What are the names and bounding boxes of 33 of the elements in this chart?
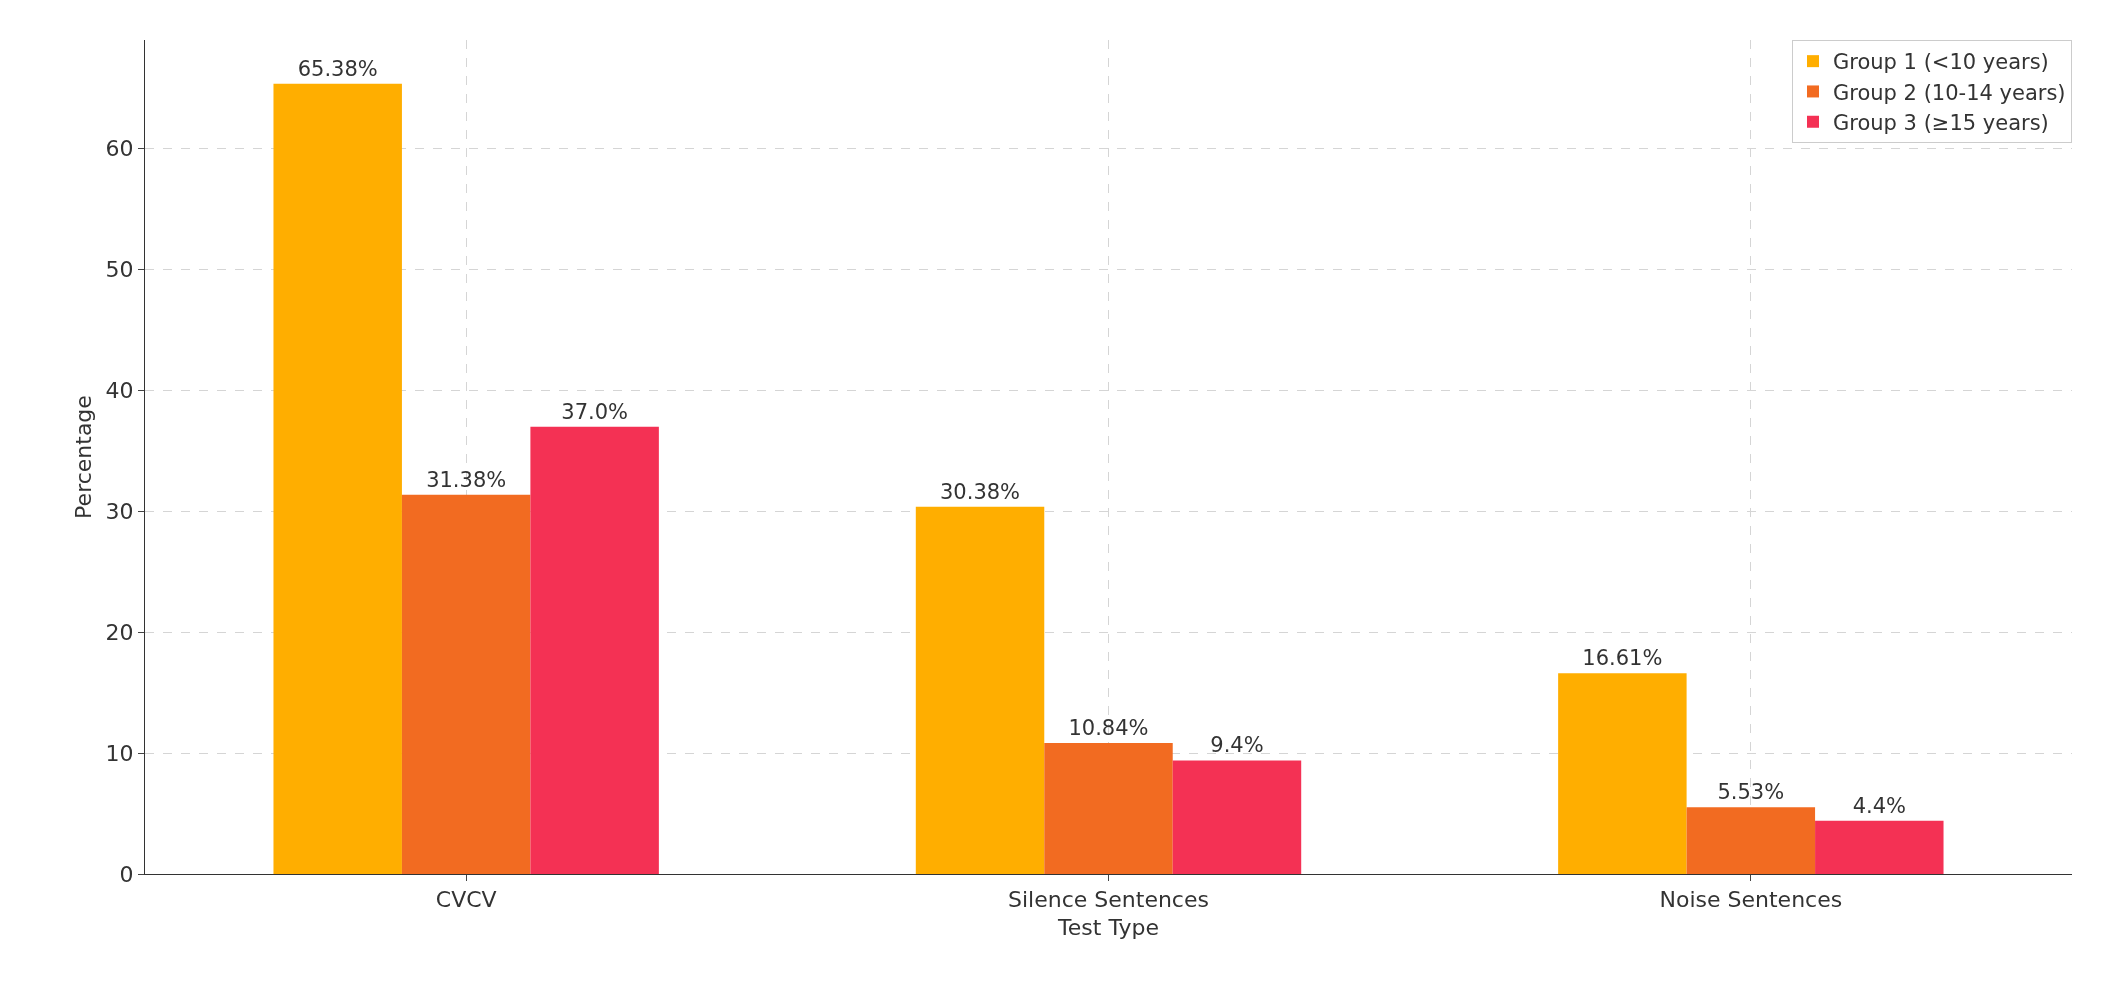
legend-label: Group 1 (<10 years) [1833,50,2049,75]
y-tick-label: 40 [105,378,134,404]
data-label: 9.4% [1210,733,1264,758]
y-tick-label: 10 [105,740,134,766]
x-axis-title: Test Type [1057,915,1159,941]
y-tick-label: 0 [119,861,134,887]
bar [1172,760,1302,874]
data-label: 65.38% [297,56,378,81]
y-axis-title: Percentage [71,395,96,519]
y-tick-label: 30 [105,499,134,525]
y-tick-label: 60 [105,136,134,162]
y-tick-label: 50 [105,257,134,283]
x-tick-label: CVCV [435,887,497,913]
bar [915,506,1045,874]
bar [1815,820,1944,874]
bar [273,83,402,874]
bar [1558,673,1687,874]
y-tick-label: 20 [105,619,134,645]
bar [530,426,659,874]
legend-label: Group 2 (10-14 years) [1833,80,2066,105]
bar [1686,807,1816,874]
x-tick-label: Silence Sentences [1008,887,1209,913]
data-label: 30.38% [940,479,1021,504]
x-tick-label: Noise Sentences [1659,887,1843,913]
data-label: 37.0% [561,399,628,424]
bar [1044,742,1173,874]
data-label: 5.53% [1717,780,1785,805]
data-label: 10.84% [1068,715,1149,740]
data-label: 31.38% [426,467,507,492]
legend-label: Group 3 (≥15 years) [1833,110,2049,135]
data-label: 16.61% [1582,646,1663,671]
bar [401,494,531,874]
data-label: 4.4% [1852,793,1906,818]
